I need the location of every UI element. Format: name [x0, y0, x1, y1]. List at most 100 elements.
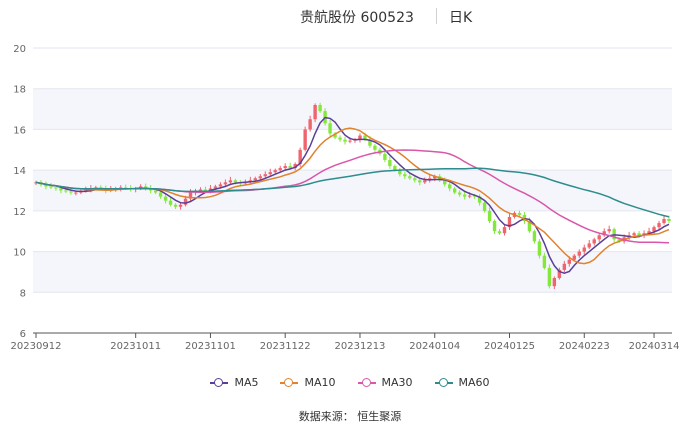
candle-body — [213, 186, 218, 189]
legend-item-ma60[interactable]: MA60 — [434, 376, 490, 389]
candle-body — [383, 153, 387, 160]
candle-body — [652, 227, 656, 232]
candle-body — [313, 105, 317, 120]
x-tick-label: 20231011 — [110, 341, 161, 352]
candle-body — [597, 235, 601, 240]
candle-body — [153, 190, 158, 193]
y-tick-label: 10 — [13, 248, 26, 259]
candle-body — [218, 184, 223, 187]
legend: MA5 MA10 MA30 MA60 — [0, 376, 700, 389]
candle-body — [477, 196, 482, 203]
candle-body — [657, 223, 661, 228]
candle-body — [423, 180, 427, 183]
candle-body — [368, 139, 372, 146]
candle-body — [74, 192, 78, 194]
legend-marker-ma30-icon — [357, 377, 376, 388]
candle-body — [398, 170, 402, 175]
legend-label-ma30: MA30 — [381, 376, 413, 389]
candle-body — [457, 192, 462, 195]
candle-body — [582, 247, 586, 252]
y-tick-label: 12 — [13, 207, 26, 218]
title-separator — [436, 8, 437, 24]
candle-body — [418, 180, 422, 183]
y-tick-label: 14 — [13, 166, 26, 177]
candle-body — [617, 239, 621, 242]
candle-body — [64, 190, 68, 192]
candle-body — [208, 188, 213, 191]
candle-body — [59, 188, 63, 191]
candle-body — [587, 243, 591, 248]
legend-marker-ma10-icon — [280, 377, 299, 388]
candle-body — [487, 210, 492, 222]
candle-body — [168, 200, 173, 205]
candle-body — [667, 219, 671, 222]
candle-body — [338, 137, 342, 140]
candle-body — [393, 166, 397, 171]
candle-body — [592, 239, 596, 244]
candle-body — [572, 255, 576, 260]
candle-body — [223, 182, 228, 185]
candle-body — [537, 241, 542, 256]
y-tick-label: 20 — [13, 44, 26, 55]
candle-body — [517, 212, 522, 215]
ma-line-ma60 — [35, 167, 670, 218]
candle-body — [447, 184, 452, 189]
candle-body — [532, 231, 537, 242]
candle-body — [388, 159, 392, 167]
candle-body — [363, 135, 367, 140]
x-tick-label: 20240314 — [629, 341, 680, 352]
legend-item-ma10[interactable]: MA10 — [280, 376, 336, 389]
x-tick-label: 20240104 — [409, 341, 460, 352]
candle-body — [49, 186, 53, 188]
legend-item-ma30[interactable]: MA30 — [357, 376, 413, 389]
candle-body — [482, 202, 487, 211]
candle-body — [173, 204, 178, 207]
x-tick-label: 20240223 — [559, 341, 610, 352]
candle-body — [293, 164, 297, 169]
candle-body — [462, 194, 467, 197]
candle-body — [203, 189, 208, 191]
chart-title-period: 日K — [449, 10, 473, 26]
y-tick-label: 6 — [20, 329, 26, 340]
candle-body — [263, 174, 267, 177]
candle-body — [467, 195, 472, 197]
candle-body — [637, 233, 641, 236]
candle-body — [358, 135, 362, 140]
candle-body — [562, 263, 567, 270]
candle-body — [647, 231, 651, 234]
candle-body — [303, 129, 307, 150]
legend-marker-ma60-icon — [434, 377, 453, 388]
candle-body — [198, 189, 203, 191]
candle-body — [492, 221, 497, 232]
candle-body — [268, 172, 272, 175]
axes: 6 8 10 12 14 16 18 20 20230912 20231011 20231101 20… — [11, 44, 680, 352]
candlestick-chart: 6 8 10 12 14 16 18 20 20230912 20231011 20231101 20… — [11, 44, 680, 352]
candle-body — [328, 123, 332, 134]
data-source: 数据来源： 恒生聚源 — [298, 410, 402, 423]
y-tick-label: 18 — [13, 85, 26, 96]
candle-body — [298, 149, 302, 165]
candle-body — [273, 170, 277, 173]
candle-body — [69, 191, 73, 193]
candle-body — [602, 231, 606, 236]
candle-body — [552, 278, 557, 287]
legend-item-ma5[interactable]: MA5 — [210, 376, 258, 389]
plot-band — [33, 170, 672, 211]
candle-body — [403, 174, 407, 177]
candle-body — [253, 178, 258, 181]
legend-label-ma5: MA5 — [234, 376, 259, 389]
candle-body — [318, 105, 322, 112]
candle-body — [343, 139, 347, 142]
candle-body — [143, 186, 148, 189]
candle-body — [278, 168, 282, 171]
candle-body — [44, 184, 48, 187]
candle-body — [443, 180, 447, 185]
chart-header: 贵航股份 600523 日K — [0, 0, 700, 32]
x-tick-label: 20231213 — [335, 341, 386, 352]
candles — [34, 102, 671, 290]
legend-label-ma60: MA60 — [458, 376, 490, 389]
plot-band — [33, 251, 672, 293]
chart-title-stock: 贵航股份 600523 — [300, 10, 414, 26]
candle-body — [183, 198, 188, 205]
candle-body — [233, 180, 238, 183]
